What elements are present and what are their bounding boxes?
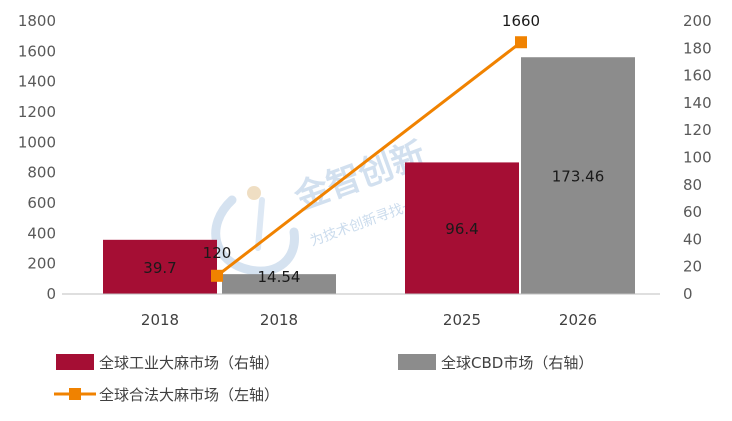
legend-label-cbd: 全球CBD市场（右轴） [441, 354, 593, 372]
right-tick-40: 40 [683, 230, 702, 248]
left-tick-200: 200 [27, 255, 56, 273]
right-tick-140: 140 [683, 94, 712, 112]
left-tick-1600: 1600 [18, 42, 56, 60]
right-tick-0: 0 [683, 285, 693, 303]
left-tick-400: 400 [27, 224, 56, 242]
data-label-cbd-2026: 173.46 [552, 168, 605, 186]
data-label-legal-cannabis-0: 120 [203, 244, 232, 262]
legend-swatch-marker-legal-cannabis [69, 388, 81, 400]
left-tick-1800: 1800 [18, 12, 56, 30]
legend: 全球工业大麻市场（右轴） 全球CBD市场（右轴） 全球合法大麻市场（左轴） [54, 354, 593, 404]
data-label-layer: 39.7 96.4 14.54 173.46 120 1660 [143, 12, 604, 286]
watermark-logo-ball [247, 186, 261, 200]
bar-industrial-hemp-2025 [405, 162, 519, 294]
right-tick-80: 80 [683, 176, 702, 194]
x-tick-1: 2018 [260, 311, 298, 329]
bar-layer [103, 57, 635, 295]
right-tick-60: 60 [683, 203, 702, 221]
left-tick-1200: 1200 [18, 103, 56, 121]
marker-legal-cannabis-1 [515, 36, 527, 49]
left-tick-600: 600 [27, 194, 56, 212]
axes-layer: 0 200 400 600 800 1000 1200 1400 1600 1800 0 20 40 60… [18, 12, 712, 329]
legend-label-industrial-hemp: 全球工业大麻市场（右轴） [99, 354, 279, 372]
right-tick-100: 100 [683, 149, 712, 167]
left-tick-1400: 1400 [18, 73, 56, 91]
legend-swatch-industrial-hemp [56, 354, 94, 370]
right-tick-180: 180 [683, 39, 712, 57]
x-tick-0: 2018 [141, 311, 179, 329]
left-tick-1000: 1000 [18, 133, 56, 151]
bar-cbd-2026 [521, 57, 635, 295]
watermark-logo-swoosh [211, 195, 299, 276]
line-legal-cannabis [216, 41, 522, 277]
watermark-logo-stem [255, 197, 265, 251]
x-tick-3: 2026 [559, 311, 597, 329]
data-label-cbd-2018: 14.54 [258, 268, 301, 286]
line-layer [211, 36, 527, 282]
data-label-legal-cannabis-1: 1660 [502, 12, 540, 30]
data-label-industrial-hemp-2025: 96.4 [445, 220, 478, 238]
legend-label-legal-cannabis: 全球合法大麻市场（左轴） [99, 386, 279, 404]
data-label-industrial-hemp-2018: 39.7 [143, 259, 176, 277]
marker-legal-cannabis-0 [211, 269, 223, 282]
right-tick-200: 200 [683, 12, 712, 30]
left-tick-0: 0 [46, 285, 56, 303]
bar-industrial-hemp-2018 [103, 239, 217, 294]
x-tick-2: 2025 [443, 311, 481, 329]
right-tick-20: 20 [683, 258, 702, 276]
left-tick-800: 800 [27, 164, 56, 182]
legend-swatch-cbd [398, 354, 436, 370]
right-tick-120: 120 [683, 121, 712, 139]
right-tick-160: 160 [683, 67, 712, 85]
bar-cbd-2018 [222, 274, 336, 294]
